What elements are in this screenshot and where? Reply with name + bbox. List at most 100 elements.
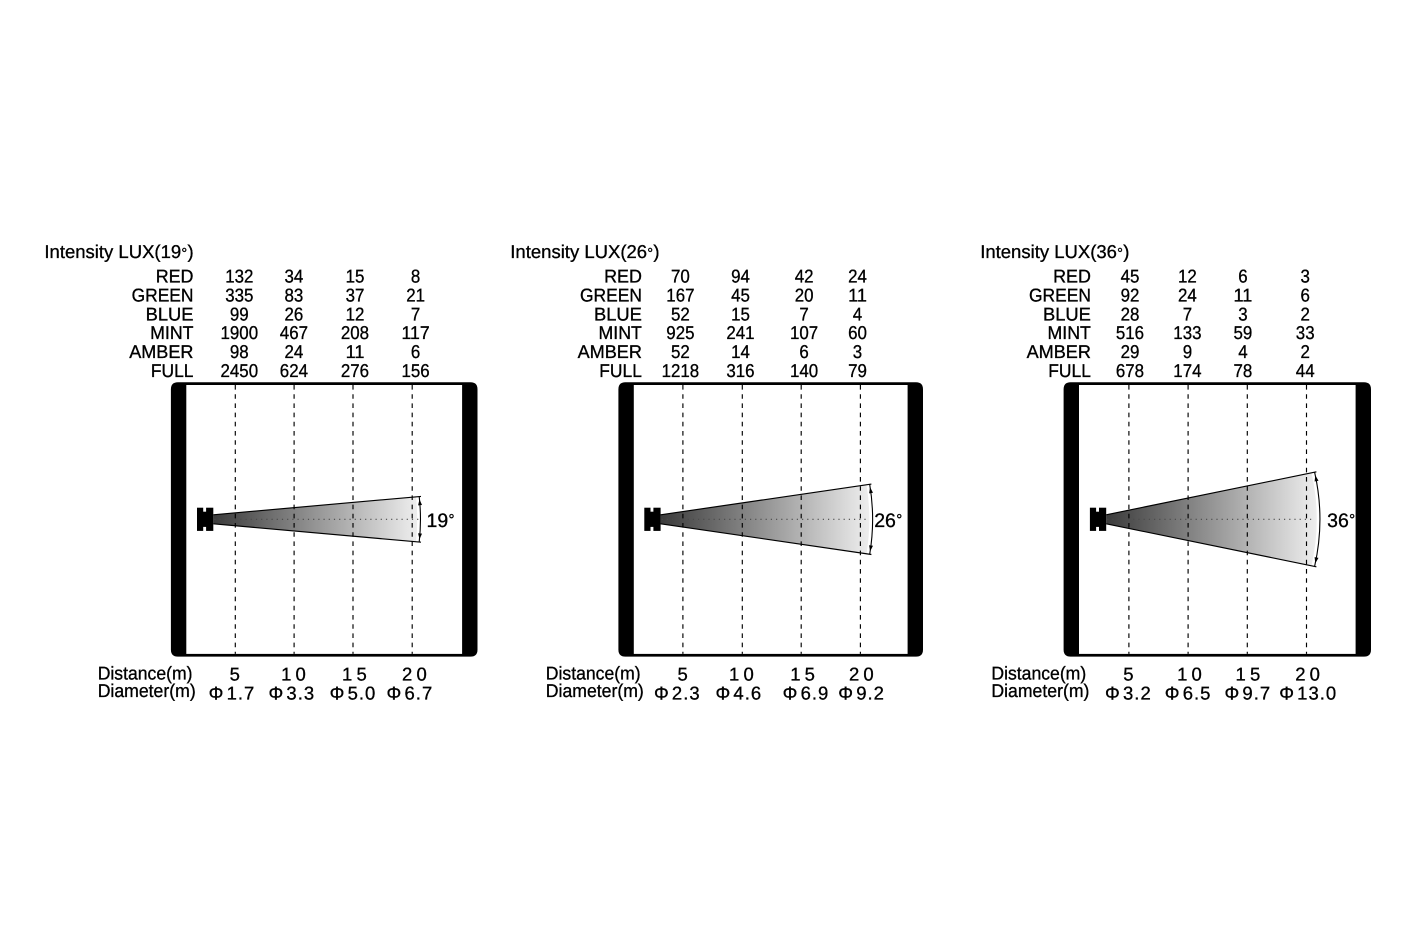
svg-text:AMBER: AMBER [129, 341, 193, 362]
svg-text:6: 6 [1238, 266, 1247, 287]
svg-text:174: 174 [1173, 360, 1201, 381]
svg-text:107: 107 [790, 322, 818, 343]
svg-text:1900: 1900 [221, 322, 259, 343]
svg-text:516: 516 [1116, 322, 1144, 343]
svg-text:11: 11 [346, 341, 365, 362]
svg-text:98: 98 [230, 341, 249, 362]
svg-text:316: 316 [726, 360, 754, 381]
svg-text:Distance(m): Distance(m) [991, 663, 1086, 684]
svg-text:92: 92 [1121, 285, 1140, 306]
svg-text:24: 24 [848, 266, 867, 287]
svg-text:140: 140 [790, 360, 818, 381]
svg-text:Diameter(m): Diameter(m) [991, 680, 1089, 701]
svg-text:26: 26 [285, 303, 304, 324]
svg-text:RED: RED [1053, 266, 1091, 287]
svg-text:Diameter(m): Diameter(m) [98, 680, 196, 701]
svg-text:1218: 1218 [662, 360, 700, 381]
svg-text:678: 678 [1116, 360, 1144, 381]
svg-text:12: 12 [346, 303, 365, 324]
svg-text:GREEN: GREEN [132, 285, 194, 306]
svg-text:79: 79 [848, 360, 867, 381]
svg-text:FULL: FULL [599, 360, 642, 381]
svg-text:3: 3 [1238, 303, 1247, 324]
svg-text:5: 5 [678, 664, 688, 685]
svg-text:BLUE: BLUE [594, 303, 642, 324]
svg-text:MINT: MINT [150, 322, 193, 343]
svg-text:3: 3 [853, 341, 862, 362]
svg-text:6: 6 [799, 341, 808, 362]
svg-text:28: 28 [1121, 303, 1140, 324]
svg-text:52: 52 [671, 303, 690, 324]
svg-text:Φ2.3: Φ 2.3 [654, 682, 701, 703]
svg-text:36°: 36° [1327, 510, 1355, 532]
svg-text:21: 21 [406, 285, 425, 306]
svg-text:467: 467 [280, 322, 308, 343]
svg-text:5: 5 [1123, 664, 1133, 685]
svg-text:AMBER: AMBER [578, 341, 642, 362]
svg-text:24: 24 [285, 341, 304, 362]
svg-text:GREEN: GREEN [580, 285, 642, 306]
svg-text:241: 241 [726, 322, 754, 343]
svg-text:14: 14 [731, 341, 750, 362]
svg-text:208: 208 [341, 322, 369, 343]
svg-text:RED: RED [604, 266, 642, 287]
svg-text:AMBER: AMBER [1027, 341, 1091, 362]
svg-text:Φ9.7: Φ 9.7 [1224, 682, 1271, 703]
svg-text:4: 4 [1238, 341, 1247, 362]
svg-text:11: 11 [848, 285, 867, 306]
svg-text:Φ5.0: Φ 5.0 [330, 682, 377, 703]
svg-text:2450: 2450 [221, 360, 259, 381]
svg-text:2: 2 [1301, 341, 1310, 362]
svg-text:Intensity LUX(36°): Intensity LUX(36°) [980, 241, 1129, 262]
svg-text:34: 34 [285, 266, 304, 287]
svg-text:8: 8 [411, 266, 420, 287]
svg-text:Intensity LUX(26°): Intensity LUX(26°) [510, 241, 659, 262]
svg-text:70: 70 [671, 266, 690, 287]
svg-text:7: 7 [411, 303, 420, 324]
svg-text:15: 15 [346, 266, 365, 287]
svg-text:42: 42 [795, 266, 814, 287]
svg-text:7: 7 [1183, 303, 1192, 324]
svg-text:Diameter(m): Diameter(m) [546, 680, 644, 701]
svg-text:Φ6.7: Φ 6.7 [387, 682, 434, 703]
svg-text:Φ6.9: Φ 6.9 [783, 682, 830, 703]
svg-text:RED: RED [156, 266, 194, 287]
svg-text:94: 94 [731, 266, 750, 287]
svg-text:3: 3 [1301, 266, 1310, 287]
svg-text:60: 60 [848, 322, 867, 343]
svg-text:45: 45 [731, 285, 750, 306]
svg-text:167: 167 [666, 285, 694, 306]
svg-text:52: 52 [671, 341, 690, 362]
svg-text:29: 29 [1121, 341, 1140, 362]
svg-text:Φ3.3: Φ 3.3 [268, 682, 315, 703]
svg-text:6: 6 [411, 341, 420, 362]
svg-text:33: 33 [1296, 322, 1315, 343]
svg-text:FULL: FULL [1048, 360, 1091, 381]
svg-text:BLUE: BLUE [146, 303, 194, 324]
svg-text:7: 7 [799, 303, 808, 324]
svg-text:6: 6 [1301, 285, 1310, 306]
svg-text:132: 132 [225, 266, 253, 287]
svg-text:11: 11 [1234, 285, 1253, 306]
svg-text:5: 5 [230, 664, 240, 685]
svg-text:59: 59 [1234, 322, 1253, 343]
svg-text:Φ3.2: Φ 3.2 [1105, 682, 1152, 703]
svg-text:Φ4.6: Φ 4.6 [715, 682, 762, 703]
svg-text:4: 4 [853, 303, 862, 324]
svg-text:FULL: FULL [151, 360, 194, 381]
svg-text:20: 20 [795, 285, 814, 306]
svg-text:19°: 19° [427, 510, 455, 532]
svg-text:Φ1.7: Φ 1.7 [209, 682, 256, 703]
svg-text:133: 133 [1173, 322, 1201, 343]
svg-text:Φ13.0: Φ 13.0 [1279, 682, 1337, 703]
svg-text:2: 2 [1301, 303, 1310, 324]
svg-text:Distance(m): Distance(m) [546, 663, 641, 684]
svg-text:24: 24 [1178, 285, 1197, 306]
svg-text:12: 12 [1178, 266, 1197, 287]
svg-text:Intensity LUX(19°): Intensity LUX(19°) [44, 241, 193, 262]
svg-text:45: 45 [1121, 266, 1140, 287]
svg-text:26°: 26° [874, 510, 902, 532]
svg-text:276: 276 [341, 360, 369, 381]
svg-text:GREEN: GREEN [1029, 285, 1091, 306]
svg-text:37: 37 [346, 285, 365, 306]
